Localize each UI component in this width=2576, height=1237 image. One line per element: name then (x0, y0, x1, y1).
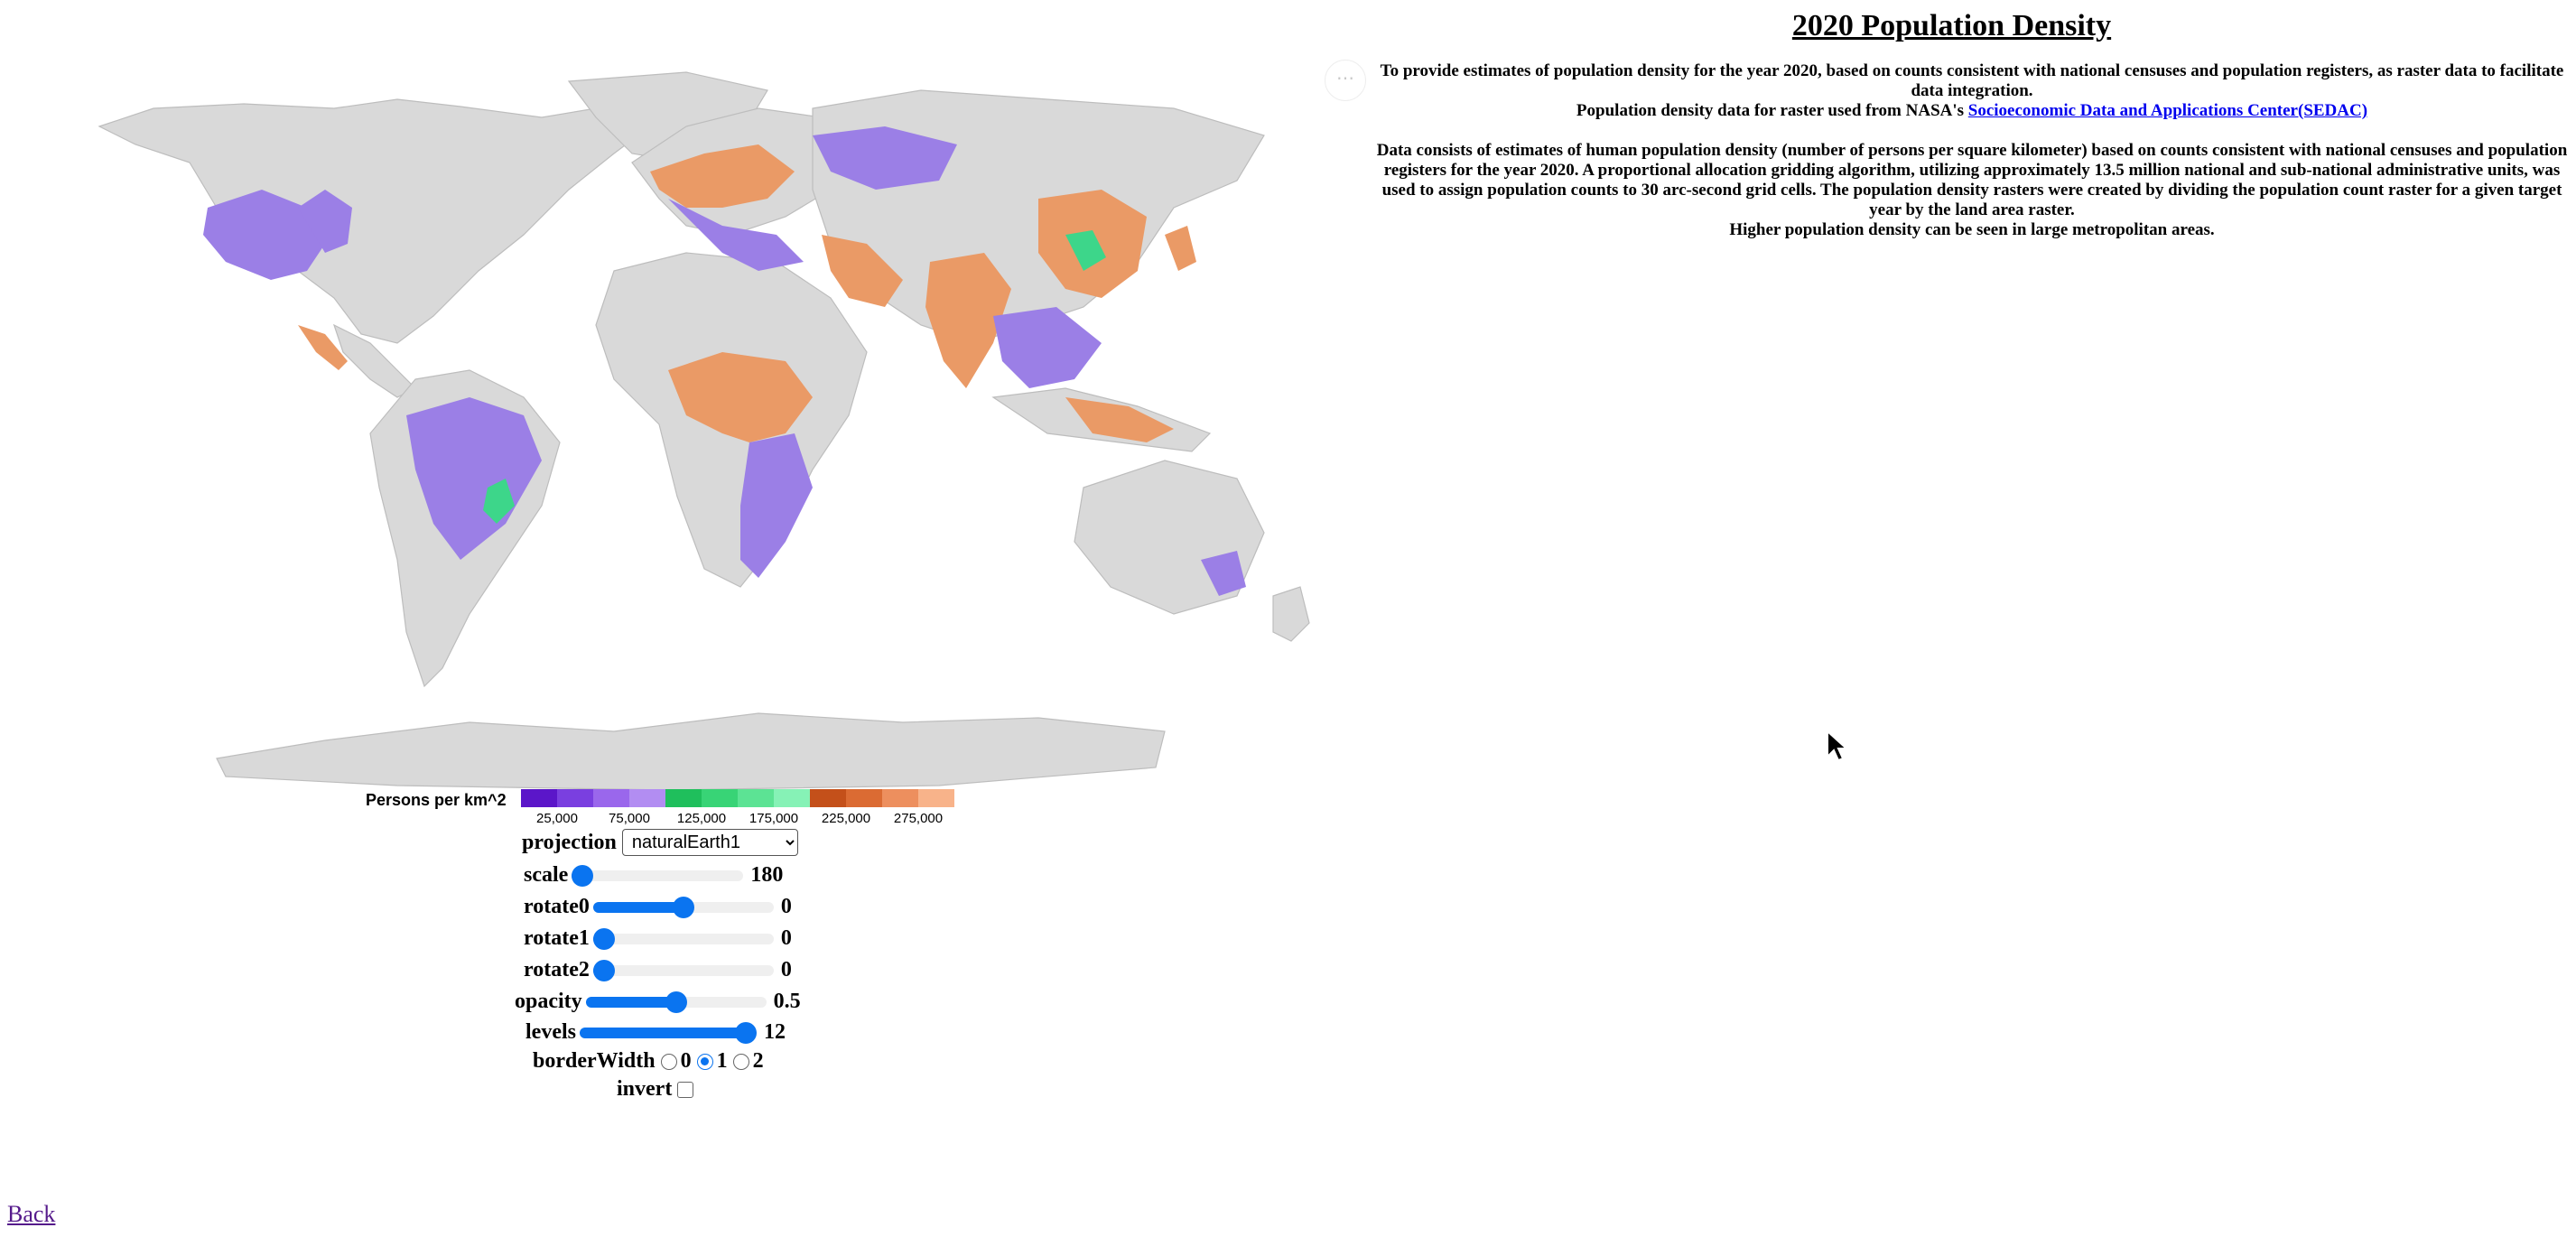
scale-row: scale 180 (524, 863, 783, 888)
legend: Persons per km^2 25,000 75,000 125,000 175,… (366, 787, 954, 829)
borderwidth-row: borderWidth 0 1 2 (533, 1049, 764, 1074)
rotate2-row: rotate2 0 (524, 958, 792, 982)
australia (1074, 460, 1265, 615)
antarctica (216, 712, 1166, 791)
legend-tick-label: 175,000 (749, 811, 799, 826)
borderwidth-radio-0[interactable] (660, 1053, 677, 1070)
legend-swatch (738, 789, 774, 807)
legend-swatch (629, 789, 665, 807)
rotate1-value: 0 (780, 926, 792, 950)
borderwidth-label: borderWidth (533, 1049, 656, 1073)
invert-row: invert (617, 1077, 694, 1102)
map-svg (98, 71, 1310, 791)
source-line: Population density data for raster used … (1368, 101, 2576, 121)
legend-tick-label: 125,000 (676, 811, 727, 826)
opacity-value: 0.5 (773, 990, 801, 1013)
projection-select[interactable]: naturalEarth1 (621, 829, 798, 856)
back-link[interactable]: Back (7, 1201, 56, 1227)
mouse-cursor-icon (1827, 730, 1849, 762)
legend-tick-label: 75,000 (609, 811, 650, 826)
projection-label: projection (522, 830, 617, 854)
levels-value: 12 (763, 1020, 786, 1044)
legend-swatch (521, 789, 557, 807)
legend-tick-label: 25,000 (536, 811, 578, 826)
source-prefix: Population density data for raster used … (1576, 101, 1968, 120)
description: To provide estimates of population densi… (1368, 61, 2576, 240)
legend-swatch (665, 789, 702, 807)
invert-checkbox[interactable] (677, 1081, 694, 1098)
legend-swatch (557, 789, 593, 807)
description-line1: To provide estimates of population densi… (1380, 61, 2564, 100)
world-map (36, 54, 1327, 795)
scale-slider[interactable] (572, 864, 744, 887)
levels-label: levels (525, 1020, 576, 1044)
levels-row: levels 12 (525, 1020, 786, 1045)
rotate0-label: rotate0 (524, 895, 590, 918)
opacity-row: opacity 0.5 (515, 990, 801, 1014)
rotate2-value: 0 (780, 958, 792, 981)
rotate2-label: rotate2 (524, 958, 590, 981)
spacer (1368, 121, 2576, 141)
borderwidth-option-0: 0 (680, 1049, 692, 1073)
borderwidth-radio-1[interactable] (696, 1053, 713, 1070)
legend-swatch (810, 789, 846, 807)
description-paragraph3: Higher population density can be seen in… (1729, 220, 2215, 239)
legend-ticks: 25,000 75,000 125,000 175,000 225,000 275,000 (521, 811, 954, 829)
legend-swatch (846, 789, 882, 807)
borderwidth-radio-2[interactable] (732, 1053, 749, 1070)
rotate1-label: rotate1 (524, 926, 590, 950)
new-zealand (1272, 586, 1310, 642)
ellipsis-icon[interactable]: ⋯ (1325, 60, 1366, 101)
legend-swatch (702, 789, 738, 807)
scale-value: 180 (750, 863, 784, 887)
rotate0-row: rotate0 0 (524, 895, 792, 919)
legend-tick-label: 225,000 (821, 811, 871, 826)
borderwidth-option-2: 2 (752, 1049, 764, 1073)
rotate0-slider[interactable] (592, 896, 774, 918)
page-title: 2020 Population Density (1791, 9, 2112, 42)
legend-tick-label: 275,000 (893, 811, 944, 826)
legend-swatch (918, 789, 954, 807)
levels-slider[interactable] (579, 1021, 757, 1044)
description-paragraph2: Data consists of estimates of human popu… (1376, 141, 2568, 219)
invert-label: invert (617, 1077, 673, 1101)
sedac-link[interactable]: Socioeconomic Data and Applications Cent… (1967, 101, 2368, 120)
rotate1-row: rotate1 0 (524, 926, 792, 951)
scale-label: scale (524, 863, 569, 887)
legend-swatches (521, 789, 954, 807)
opacity-label: opacity (515, 990, 582, 1013)
rotate2-slider[interactable] (592, 959, 774, 981)
north-america (98, 98, 670, 344)
legend-swatch (774, 789, 810, 807)
density-overlay (203, 126, 1246, 596)
rotate1-slider[interactable] (592, 927, 774, 950)
legend-title: Persons per km^2 (366, 791, 507, 809)
legend-swatch (593, 789, 629, 807)
borderwidth-option-1: 1 (716, 1049, 728, 1073)
projection-row: projection naturalEarth1 (522, 829, 798, 856)
rotate0-value: 0 (780, 895, 792, 918)
opacity-slider[interactable] (585, 991, 767, 1013)
legend-swatch (882, 789, 918, 807)
